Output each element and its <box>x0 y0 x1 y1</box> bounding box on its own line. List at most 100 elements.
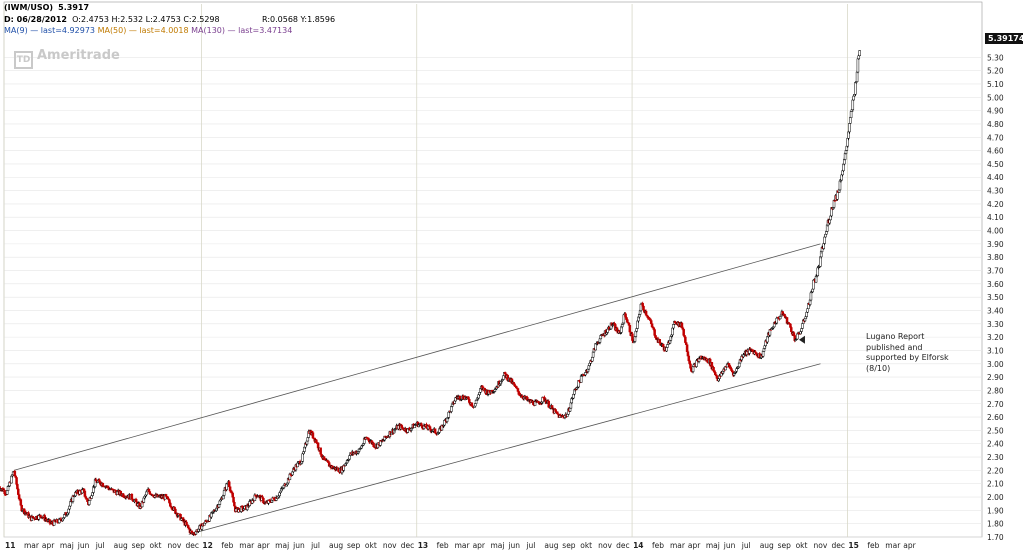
candle-body <box>322 456 326 460</box>
x-axis: 11 mar apr maj jun jul aug sep okt nov dec 12 feb mar… <box>5 541 917 550</box>
candle-body <box>715 375 719 379</box>
x-tick-label: aug <box>760 541 774 550</box>
candle-body <box>5 490 9 495</box>
y-tick-label: 3.40 <box>987 306 1004 315</box>
x-tick-label: sep <box>562 541 576 550</box>
ma9-legend: MA(9) — last=4.92973 <box>4 26 96 35</box>
candle-body <box>848 117 852 124</box>
y-tick-label: 2.80 <box>987 386 1004 395</box>
y-tick-label: 2.20 <box>987 466 1004 475</box>
x-tick-label: okt <box>150 541 162 550</box>
candle-body <box>217 504 221 508</box>
candles <box>0 50 861 536</box>
x-tick-label: feb <box>437 541 449 550</box>
y-tick-label: 4.90 <box>987 107 1004 116</box>
x-tick-label: jul <box>95 541 105 550</box>
x-tick-label: sep <box>132 541 146 550</box>
x-tick-label: nov <box>383 541 397 550</box>
x-tick-label: okt <box>580 541 592 550</box>
x-tick-label: jul <box>310 541 320 550</box>
x-tick-label: mar <box>885 541 901 550</box>
x-tick-label: mar <box>24 541 40 550</box>
candle-body <box>682 329 685 336</box>
y-tick-label: 4.30 <box>987 187 1004 196</box>
x-tick-label: mar <box>455 541 471 550</box>
x-tick-label: dec <box>401 541 415 550</box>
y-tick-label: 3.70 <box>987 267 1004 276</box>
x-tick-label: 12 <box>202 541 212 550</box>
candle-body <box>101 483 105 487</box>
candle-body <box>856 58 860 73</box>
candle-body <box>858 50 861 56</box>
channel-line <box>13 243 821 471</box>
y-tick-label: 3.30 <box>987 320 1004 329</box>
annotation-line-2: published and <box>866 342 923 352</box>
y-tick-label: 2.40 <box>987 440 1004 449</box>
candle-body <box>173 506 176 510</box>
ohlc-values: O:2.4753 H:2.532 L:2.4753 C:2.5298 <box>72 15 220 24</box>
x-tick-label: dec <box>831 541 845 550</box>
chart-title-row: (IWM/USO) 5.3917 <box>4 3 89 13</box>
date-label: D: 06/28/2012 <box>4 15 67 24</box>
x-tick-label: jun <box>723 541 736 550</box>
x-tick-label: okt <box>365 541 377 550</box>
candle-body <box>823 236 826 244</box>
candle-body <box>712 367 715 372</box>
x-tick-label: nov <box>598 541 612 550</box>
x-tick-label: jun <box>292 541 305 550</box>
x-tick-label: aug <box>329 541 343 550</box>
candle-body <box>218 500 222 505</box>
x-tick-label: apr <box>257 541 270 550</box>
x-tick-label: nov <box>814 541 828 550</box>
candle-body <box>598 338 602 343</box>
candle-body <box>61 518 64 522</box>
ma-legend: MA(9) — last=4.92973 MA(50) — last=4.001… <box>4 26 292 36</box>
x-tick-label: jun <box>77 541 90 550</box>
candle-body <box>148 491 152 495</box>
y-tick-label: 2.60 <box>987 413 1004 422</box>
x-tick-label: sep <box>347 541 361 550</box>
candle-body <box>854 82 857 95</box>
last-price-label: 5.39174 <box>985 33 1024 44</box>
candle-body <box>445 417 449 422</box>
y-tick-label: 3.80 <box>987 253 1004 262</box>
y-tick-label: 3.60 <box>987 280 1004 289</box>
x-tick-label: sep <box>778 541 792 550</box>
y-tick-label: 4.80 <box>987 120 1004 129</box>
y-tick-label: 4.00 <box>987 227 1004 236</box>
candle-body <box>222 490 226 496</box>
annotation-line-3: supported by Elforsk <box>866 353 949 362</box>
x-tick-label: jul <box>525 541 535 550</box>
candle-body <box>15 477 18 485</box>
x-tick-label: maj <box>491 541 505 550</box>
candle-body <box>855 71 859 82</box>
candle-body <box>474 399 478 404</box>
y-tick-label: 1.70 <box>987 533 1004 542</box>
candle-body <box>761 350 765 357</box>
candle-body <box>737 362 741 368</box>
x-tick-label: feb <box>221 541 233 550</box>
x-tick-label: aug <box>114 541 128 550</box>
candle-body <box>852 95 855 101</box>
candle-body <box>145 491 148 496</box>
candle-body <box>828 219 831 224</box>
x-tick-label: feb <box>867 541 879 550</box>
y-tick-label: 2.70 <box>987 400 1004 409</box>
candle-body <box>628 325 632 333</box>
candle-body <box>790 327 793 332</box>
td-logo-icon: TD <box>14 51 33 69</box>
candle-body <box>19 499 23 506</box>
candle-body <box>579 375 583 383</box>
candle-body <box>82 488 86 492</box>
x-tick-label: maj <box>275 541 289 550</box>
candle-body <box>644 311 648 316</box>
x-tick-label: mar <box>239 541 255 550</box>
candle-body <box>305 440 309 445</box>
candle-body <box>801 323 804 329</box>
y-tick-label: 1.80 <box>987 520 1004 529</box>
chart-title-value: 5.3917 <box>58 3 90 12</box>
x-tick-label: apr <box>903 541 916 550</box>
candle-body <box>185 521 188 525</box>
ohlc-row: D: 06/28/2012 O:2.4753 H:2.532 L:2.4753 … <box>4 15 335 25</box>
